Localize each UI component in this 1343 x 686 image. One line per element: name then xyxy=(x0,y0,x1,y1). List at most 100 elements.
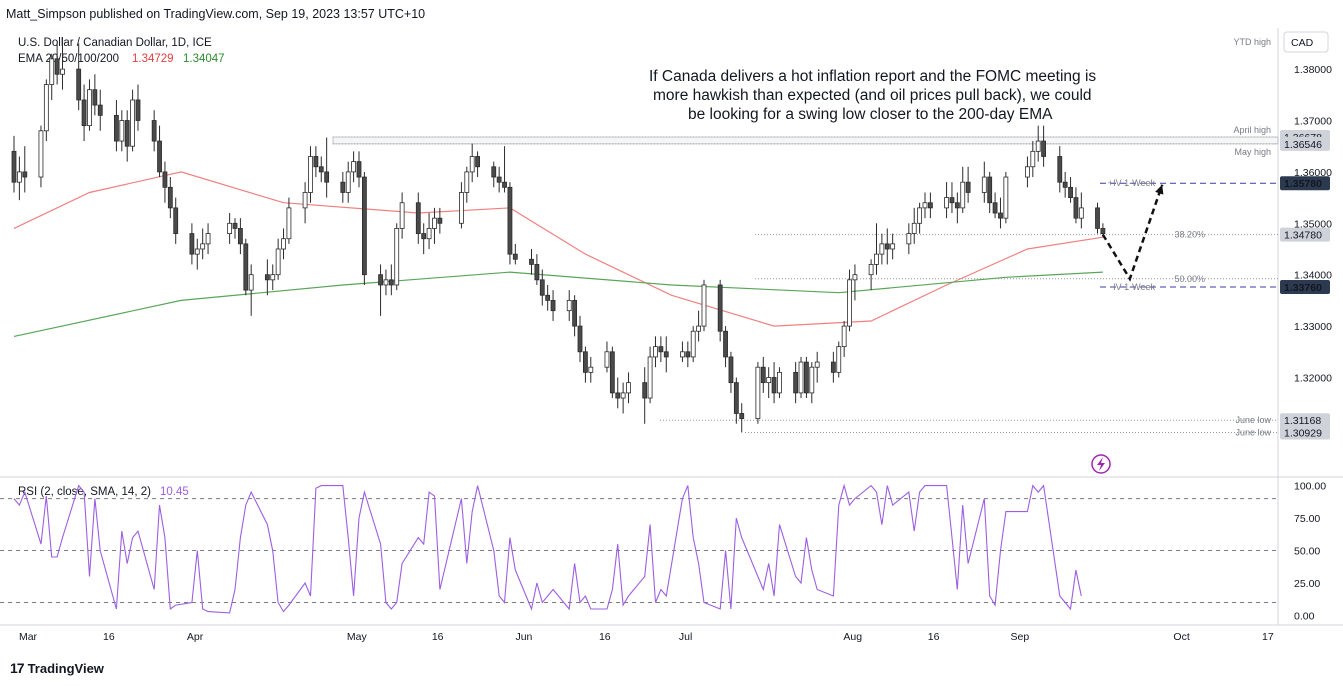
candle-body xyxy=(340,181,346,193)
candle-body xyxy=(658,346,664,353)
currency-button[interactable]: CAD xyxy=(1283,31,1329,53)
candle-body xyxy=(162,171,168,188)
tradingview-brand[interactable]: 17 TradingView xyxy=(10,660,104,676)
rsi-legend-value: 10.45 xyxy=(160,486,189,498)
candle-body xyxy=(545,294,551,301)
candle-body xyxy=(917,207,923,224)
candle-body xyxy=(281,238,286,250)
price-level-badge xyxy=(1280,176,1330,191)
candle-body xyxy=(852,274,858,281)
candle-body xyxy=(491,166,497,178)
ema-legend-value-green: 1.34047 xyxy=(183,53,225,65)
candle-body xyxy=(981,176,987,193)
candle-body xyxy=(275,248,281,276)
candle-body xyxy=(16,171,22,183)
candle-body xyxy=(308,156,313,193)
candle-body xyxy=(879,243,885,255)
candle-body xyxy=(189,233,195,255)
candle-body xyxy=(426,228,432,240)
tradingview-brand-label: TradingView xyxy=(27,660,104,676)
time-tick-label: Aug xyxy=(843,631,862,643)
level-name-label: 38.20% xyxy=(1174,230,1205,240)
time-tick-label: Jun xyxy=(515,631,532,643)
candle-body xyxy=(1095,207,1100,229)
rsi-tick-label: 100.00 xyxy=(1294,481,1326,493)
annotation-line-1: If Canada delivers a hot inflation repor… xyxy=(649,68,1096,85)
candle-body xyxy=(324,171,330,183)
rsi-layer xyxy=(13,483,1082,614)
candle-body xyxy=(92,89,98,106)
price-level-value: 1.30929 xyxy=(1284,428,1322,440)
rsi-tick-label: 50.00 xyxy=(1294,546,1320,558)
candle-body xyxy=(620,392,626,399)
price-level-value: 1.34780 xyxy=(1284,230,1322,242)
ema-200-line xyxy=(13,271,1103,337)
candle-body xyxy=(270,274,276,281)
candle-body xyxy=(512,253,518,260)
lightning-alert-icon[interactable] xyxy=(1091,454,1111,474)
candle-body xyxy=(318,166,324,173)
candle-body xyxy=(615,392,621,399)
candle-body xyxy=(361,176,367,276)
time-tick-label: 16 xyxy=(432,631,444,643)
price-tick-label: 1.35000 xyxy=(1294,218,1332,230)
candle-body xyxy=(890,243,896,250)
candle-body xyxy=(22,171,28,178)
time-tick-label: 16 xyxy=(928,631,940,643)
candle-body xyxy=(680,351,685,358)
level-name-label: May high xyxy=(1234,147,1271,157)
candle-body xyxy=(696,325,702,332)
candle-body xyxy=(582,351,588,373)
candle-body xyxy=(11,150,17,183)
candle-body xyxy=(798,361,804,394)
candle-body xyxy=(836,346,842,373)
price-level-badge xyxy=(1280,227,1330,242)
grid-layer xyxy=(0,498,1278,604)
price-level-badge xyxy=(1280,413,1330,428)
candle-body xyxy=(345,171,351,193)
candle-body xyxy=(868,264,874,276)
candle-body xyxy=(1062,181,1068,188)
candle-body xyxy=(766,377,772,384)
candle-body xyxy=(114,114,119,142)
candle-body xyxy=(626,382,631,394)
candle-body xyxy=(550,299,556,312)
candle-body xyxy=(723,330,728,358)
candle-body xyxy=(302,192,308,209)
candle-body xyxy=(771,377,777,394)
candle-body xyxy=(399,202,405,229)
candle-body xyxy=(998,212,1003,219)
price-tick-label: 1.32000 xyxy=(1294,372,1332,384)
candle-body xyxy=(502,181,507,188)
candle-body xyxy=(119,120,125,142)
candle-body xyxy=(728,356,734,384)
candle-body xyxy=(286,207,292,240)
candle-body xyxy=(469,156,475,173)
price-tick-label: 1.33000 xyxy=(1294,321,1332,333)
candle-body xyxy=(577,325,583,353)
level-name-label: -IV 1-Week xyxy=(1110,282,1155,292)
candle-body xyxy=(378,274,383,286)
candle-body xyxy=(874,253,879,265)
candle-body xyxy=(437,217,443,224)
candle-body xyxy=(205,233,211,245)
candle-body xyxy=(1068,186,1073,199)
candle-body xyxy=(1035,140,1041,152)
candle-body xyxy=(415,202,421,234)
candle-body xyxy=(151,120,157,142)
currency-button-label: CAD xyxy=(1291,37,1314,49)
price-tick-label: 1.36000 xyxy=(1294,167,1332,179)
candle-body xyxy=(232,222,238,229)
time-tick-label: Oct xyxy=(1173,631,1189,643)
candle-body xyxy=(663,351,669,358)
candle-body xyxy=(1073,197,1079,219)
publisher-header: Matt_Simpson published on TradingView.co… xyxy=(6,7,426,21)
candle-body xyxy=(130,99,135,147)
candle-body xyxy=(847,279,852,327)
candle-body xyxy=(814,361,820,368)
candle-body xyxy=(496,176,502,183)
candle-body xyxy=(1025,166,1030,178)
candle-body xyxy=(965,181,971,193)
